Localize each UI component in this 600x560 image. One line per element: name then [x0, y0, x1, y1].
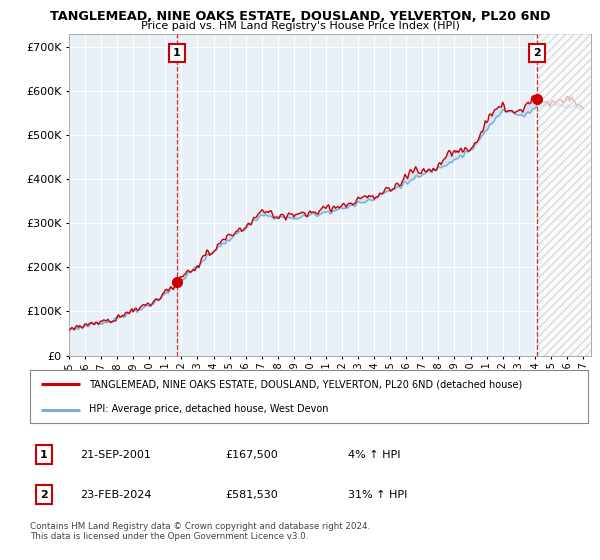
- Text: TANGLEMEAD, NINE OAKS ESTATE, DOUSLAND, YELVERTON, PL20 6ND: TANGLEMEAD, NINE OAKS ESTATE, DOUSLAND, …: [50, 10, 550, 23]
- Text: Price paid vs. HM Land Registry's House Price Index (HPI): Price paid vs. HM Land Registry's House …: [140, 21, 460, 31]
- Text: Contains HM Land Registry data © Crown copyright and database right 2024.
This d: Contains HM Land Registry data © Crown c…: [30, 522, 370, 542]
- Text: 2: 2: [40, 489, 48, 500]
- Text: 1: 1: [173, 48, 181, 58]
- Text: 4% ↑ HPI: 4% ↑ HPI: [348, 450, 401, 460]
- Text: HPI: Average price, detached house, West Devon: HPI: Average price, detached house, West…: [89, 404, 328, 414]
- Text: 2: 2: [533, 48, 541, 58]
- Text: 1: 1: [40, 450, 48, 460]
- Text: £167,500: £167,500: [226, 450, 278, 460]
- Text: 23-FEB-2024: 23-FEB-2024: [80, 489, 152, 500]
- Text: 21-SEP-2001: 21-SEP-2001: [80, 450, 151, 460]
- Text: TANGLEMEAD, NINE OAKS ESTATE, DOUSLAND, YELVERTON, PL20 6ND (detached house): TANGLEMEAD, NINE OAKS ESTATE, DOUSLAND, …: [89, 380, 522, 390]
- Text: £581,530: £581,530: [226, 489, 278, 500]
- Text: 31% ↑ HPI: 31% ↑ HPI: [348, 489, 407, 500]
